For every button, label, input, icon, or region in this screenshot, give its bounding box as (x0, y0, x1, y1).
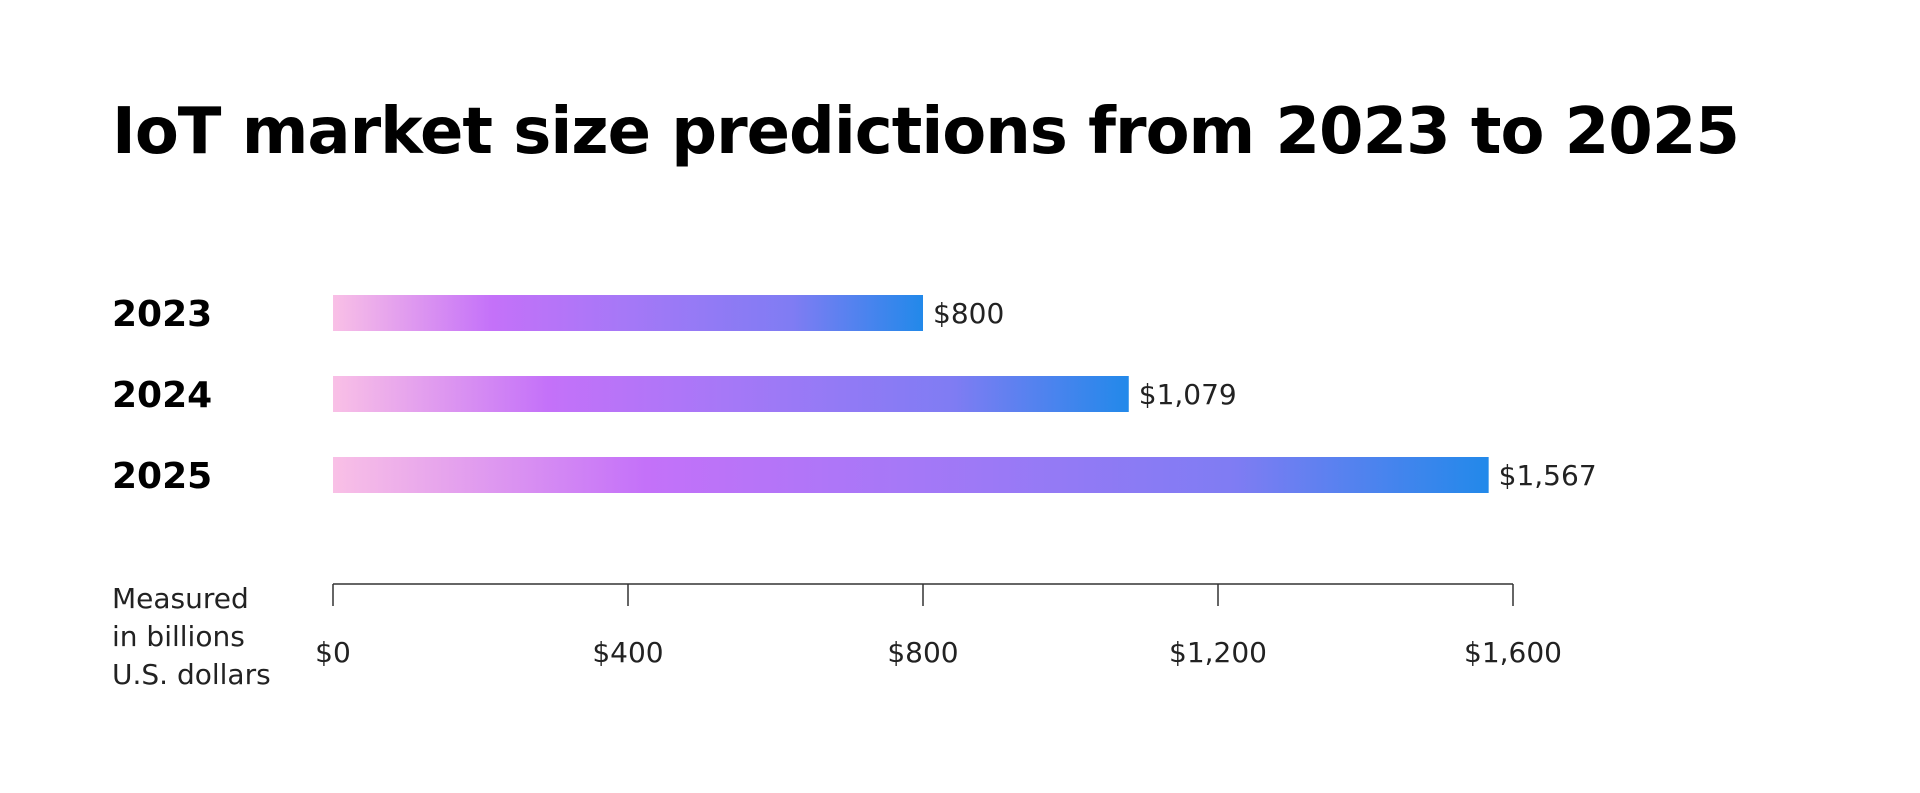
bar-2025 (333, 457, 1489, 493)
chart-title: IoT market size predictions from 2023 to… (112, 95, 1740, 169)
value-labels: $800 $1,079 $1,567 (933, 297, 1597, 492)
category-label: 2024 (112, 375, 212, 416)
x-tick-label: $1,200 (1169, 636, 1267, 669)
x-axis: $0 $400 $800 $1,200 $1,600 (315, 583, 1562, 669)
category-label: 2023 (112, 294, 212, 335)
axis-note-line: U.S. dollars (112, 658, 271, 691)
value-label: $1,567 (1499, 459, 1597, 492)
axis-note-line: Measured (112, 582, 249, 615)
bar-2023 (333, 295, 923, 331)
x-tick-label: $800 (887, 636, 958, 669)
bars (333, 295, 1489, 493)
axis-note-line: in billions (112, 620, 245, 653)
x-tick-label: $400 (592, 636, 663, 669)
category-labels: 2023 2024 2025 (112, 294, 212, 497)
bar-2024 (333, 376, 1129, 412)
value-label: $800 (933, 297, 1004, 330)
x-tick-label: $1,600 (1464, 636, 1562, 669)
axis-unit-note: Measured in billions U.S. dollars (112, 580, 271, 694)
category-label: 2025 (112, 456, 212, 497)
x-tick-label: $0 (315, 636, 351, 669)
value-label: $1,079 (1139, 378, 1237, 411)
